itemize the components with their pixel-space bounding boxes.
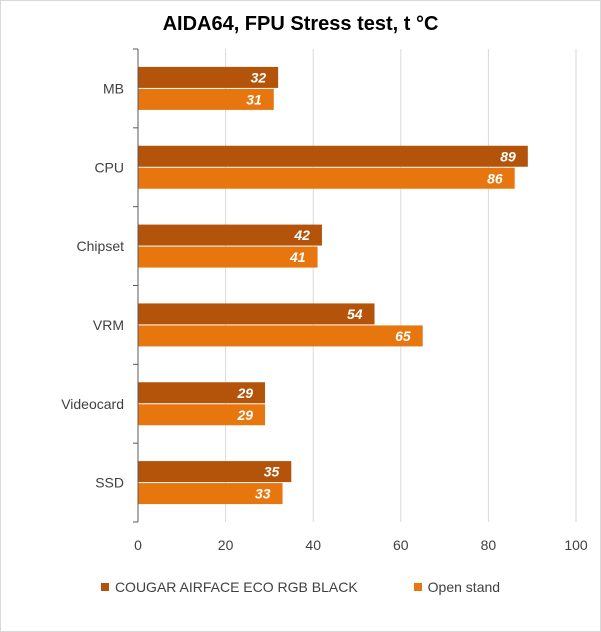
data-label: 33	[255, 486, 271, 502]
chart-title: AIDA64, FPU Stress test, t °C	[162, 13, 439, 35]
bar	[138, 382, 266, 404]
x-tick-label: 0	[134, 537, 142, 553]
category-label: Chipset	[77, 238, 125, 254]
legend-item-open-stand: Open stand	[413, 579, 501, 595]
bar	[138, 404, 266, 426]
x-tick-label: 80	[481, 537, 497, 553]
bar	[138, 246, 318, 268]
bar	[138, 224, 322, 246]
bar	[138, 88, 274, 110]
x-tick-label: 40	[305, 537, 321, 553]
bar	[138, 167, 515, 189]
data-label: 29	[236, 385, 253, 401]
data-label: 41	[289, 249, 306, 265]
data-label: 29	[236, 407, 253, 423]
data-label: 65	[395, 328, 411, 344]
data-label: 31	[246, 91, 262, 107]
legend-label-open-stand: Open stand	[427, 579, 501, 595]
x-tick-label: 20	[218, 537, 234, 553]
bar	[138, 145, 528, 167]
legend: COUGAR AIRFACE ECO RGB BLACK Open stand	[1, 579, 600, 595]
category-label: CPU	[94, 159, 124, 175]
data-label: 35	[264, 464, 280, 480]
data-label: 32	[251, 69, 267, 85]
x-tick-label: 100	[564, 537, 588, 553]
data-label: 86	[487, 170, 503, 186]
legend-swatch-cougar	[100, 583, 109, 591]
bar	[138, 66, 279, 88]
category-label: VRM	[93, 317, 124, 333]
x-tick-label: 60	[393, 537, 409, 553]
legend-swatch-open-stand	[413, 583, 422, 591]
data-label: 54	[347, 306, 363, 322]
legend-label-cougar: COUGAR AIRFACE ECO RGB BLACK	[114, 579, 358, 595]
bar	[138, 483, 283, 505]
category-label: Videocard	[61, 396, 124, 412]
bar	[138, 325, 423, 347]
bar	[138, 303, 375, 325]
category-label: SSD	[95, 475, 124, 491]
data-label: 42	[293, 227, 310, 243]
legend-item-cougar: COUGAR AIRFACE ECO RGB BLACK	[100, 579, 358, 595]
bar	[138, 461, 292, 483]
data-label: 89	[500, 148, 516, 164]
category-label: MB	[103, 80, 124, 96]
